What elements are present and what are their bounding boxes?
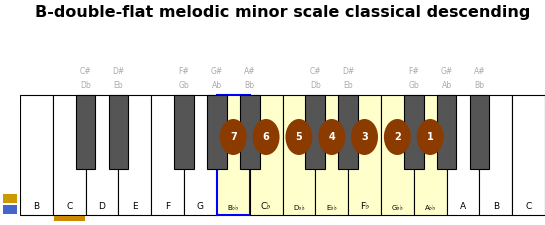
Text: G#: G# <box>440 67 453 76</box>
Text: 7: 7 <box>230 132 237 142</box>
Bar <box>76 95 95 169</box>
Text: Gb: Gb <box>408 81 419 90</box>
Bar <box>437 95 456 169</box>
Bar <box>338 95 358 169</box>
Text: D#: D# <box>342 67 354 76</box>
Bar <box>174 95 194 169</box>
Bar <box>480 95 512 215</box>
Text: Eb: Eb <box>343 81 353 90</box>
Bar <box>305 95 325 169</box>
Bar <box>53 95 86 215</box>
Text: 1: 1 <box>427 132 433 142</box>
Text: D: D <box>99 202 106 211</box>
Bar <box>512 95 545 215</box>
Text: Gb: Gb <box>179 81 190 90</box>
Text: B: B <box>33 202 39 211</box>
Text: F#: F# <box>408 67 419 76</box>
Text: B♭♭: B♭♭ <box>228 205 239 211</box>
Text: Ab: Ab <box>441 81 452 90</box>
Text: D#: D# <box>112 67 125 76</box>
Text: Db: Db <box>80 81 91 90</box>
Text: B-double-flat melodic minor scale classical descending: B-double-flat melodic minor scale classi… <box>35 5 530 20</box>
Bar <box>446 95 480 215</box>
Bar <box>108 95 128 169</box>
Bar <box>20 95 53 215</box>
Text: Bb: Bb <box>474 81 485 90</box>
Text: 4: 4 <box>328 132 335 142</box>
Text: A♭♭: A♭♭ <box>425 205 436 211</box>
Text: G♭♭: G♭♭ <box>391 205 403 211</box>
Bar <box>217 95 250 215</box>
Bar <box>404 95 423 169</box>
Text: Db: Db <box>310 81 320 90</box>
Bar <box>184 95 217 215</box>
Text: 5: 5 <box>295 132 302 142</box>
Bar <box>3 205 17 214</box>
Bar <box>381 95 414 215</box>
Text: F♭: F♭ <box>360 202 369 211</box>
Text: E: E <box>132 202 138 211</box>
Bar <box>3 194 17 202</box>
Text: G: G <box>197 202 204 211</box>
Bar <box>250 95 282 215</box>
Bar <box>207 95 227 169</box>
Text: 3: 3 <box>361 132 368 142</box>
Text: A#: A# <box>244 67 256 76</box>
Text: Bb: Bb <box>245 81 255 90</box>
Text: F#: F# <box>179 67 190 76</box>
Text: D♭♭: D♭♭ <box>293 205 305 211</box>
Text: F: F <box>165 202 170 211</box>
Bar <box>152 95 184 215</box>
Text: G#: G# <box>211 67 223 76</box>
Text: B: B <box>493 202 499 211</box>
Text: C#: C# <box>310 67 321 76</box>
Ellipse shape <box>384 119 411 155</box>
Ellipse shape <box>220 119 247 155</box>
Text: C#: C# <box>80 67 92 76</box>
Ellipse shape <box>318 119 345 155</box>
Text: C: C <box>66 202 72 211</box>
Text: A#: A# <box>474 67 485 76</box>
Bar <box>86 95 118 215</box>
Ellipse shape <box>351 119 378 155</box>
Text: 2: 2 <box>394 132 401 142</box>
Text: Ab: Ab <box>212 81 222 90</box>
Bar <box>414 95 446 215</box>
Text: E♭♭: E♭♭ <box>326 205 337 211</box>
Bar <box>316 95 348 215</box>
Text: Eb: Eb <box>113 81 123 90</box>
Text: C: C <box>525 202 532 211</box>
Bar <box>118 95 152 215</box>
Bar <box>54 216 84 221</box>
Bar <box>470 95 489 169</box>
Ellipse shape <box>253 119 280 155</box>
Ellipse shape <box>286 119 312 155</box>
Bar <box>282 95 316 215</box>
Text: A: A <box>460 202 466 211</box>
Bar <box>240 95 259 169</box>
Text: 6: 6 <box>263 132 269 142</box>
Text: C♭: C♭ <box>261 202 271 211</box>
Text: basicmusictheory.com: basicmusictheory.com <box>8 74 13 142</box>
Ellipse shape <box>417 119 444 155</box>
Bar <box>348 95 381 215</box>
